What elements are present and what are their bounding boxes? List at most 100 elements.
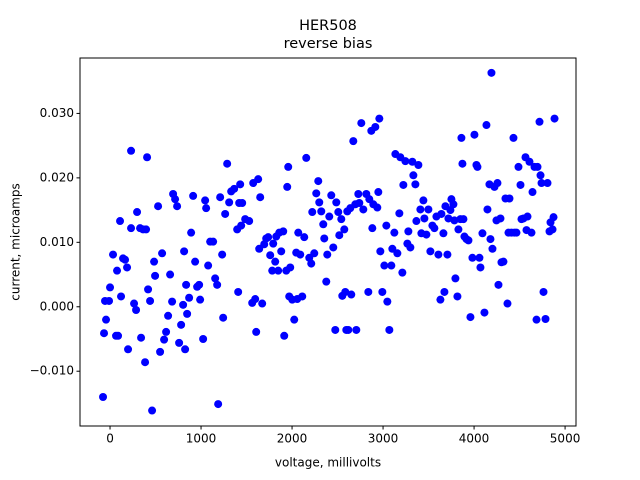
data-point bbox=[354, 189, 363, 198]
data-point bbox=[341, 287, 350, 296]
y-tick-label: 0.010 bbox=[40, 235, 74, 249]
data-point bbox=[187, 228, 196, 237]
data-point bbox=[141, 358, 150, 367]
data-point bbox=[132, 305, 141, 314]
data-point bbox=[322, 277, 331, 286]
data-point bbox=[133, 208, 142, 217]
data-point bbox=[539, 287, 548, 296]
data-point bbox=[195, 280, 204, 289]
y-tick-label: −0.010 bbox=[30, 364, 74, 378]
x-tick-label: 0 bbox=[106, 432, 114, 446]
data-point bbox=[419, 196, 428, 205]
data-point bbox=[416, 205, 425, 214]
data-point bbox=[337, 215, 346, 224]
data-point bbox=[395, 209, 404, 218]
data-point bbox=[535, 117, 544, 126]
data-point bbox=[109, 250, 118, 259]
data-point bbox=[113, 266, 122, 275]
data-point bbox=[374, 188, 383, 197]
data-point bbox=[171, 195, 180, 204]
data-point bbox=[151, 271, 160, 280]
data-point bbox=[180, 247, 189, 256]
y-axis-label: current, microamps bbox=[9, 183, 23, 300]
data-point bbox=[307, 259, 316, 268]
data-point bbox=[368, 224, 377, 233]
data-point bbox=[173, 202, 182, 211]
data-point bbox=[409, 171, 418, 180]
data-point bbox=[466, 313, 475, 322]
data-point bbox=[453, 292, 462, 301]
data-point bbox=[371, 122, 380, 131]
data-point bbox=[426, 247, 435, 256]
data-point bbox=[380, 261, 389, 270]
data-point bbox=[143, 153, 152, 162]
data-point bbox=[154, 202, 163, 211]
data-point bbox=[525, 157, 534, 166]
data-point bbox=[211, 274, 220, 283]
data-point bbox=[424, 205, 433, 214]
data-point bbox=[320, 234, 329, 243]
data-point bbox=[219, 313, 228, 322]
data-point bbox=[209, 237, 218, 246]
data-point bbox=[541, 315, 550, 324]
data-point bbox=[166, 270, 175, 279]
data-point bbox=[290, 315, 299, 324]
data-point bbox=[146, 296, 155, 305]
data-point bbox=[450, 216, 459, 225]
data-point bbox=[449, 200, 458, 209]
data-point bbox=[271, 257, 280, 266]
data-point bbox=[144, 285, 153, 294]
data-point bbox=[375, 114, 384, 123]
data-point bbox=[387, 261, 396, 270]
data-point bbox=[284, 162, 293, 171]
data-point bbox=[280, 331, 289, 340]
data-point bbox=[315, 198, 324, 207]
data-point bbox=[516, 180, 525, 189]
data-point bbox=[347, 290, 356, 299]
data-point bbox=[411, 180, 420, 189]
x-tick-label: 5000 bbox=[550, 432, 581, 446]
data-point bbox=[164, 311, 173, 320]
data-point bbox=[218, 250, 227, 259]
data-point bbox=[130, 299, 139, 308]
data-point bbox=[274, 266, 283, 275]
data-point bbox=[412, 217, 421, 226]
chart-title: HER508 bbox=[299, 18, 357, 34]
data-point bbox=[252, 327, 261, 336]
data-point bbox=[124, 345, 133, 354]
data-point bbox=[319, 220, 328, 229]
data-point bbox=[156, 347, 165, 356]
data-point bbox=[150, 257, 159, 266]
data-point bbox=[420, 214, 429, 223]
chart-subtitle: reverse bias bbox=[284, 36, 373, 52]
data-point bbox=[221, 209, 230, 218]
data-point bbox=[352, 325, 361, 334]
y-tick-label: 0.000 bbox=[40, 299, 74, 313]
data-point bbox=[436, 295, 445, 304]
data-point bbox=[550, 114, 559, 123]
data-point bbox=[505, 194, 514, 203]
data-point bbox=[238, 199, 247, 208]
x-tick-label: 3000 bbox=[368, 432, 399, 446]
data-point bbox=[422, 230, 431, 239]
data-point bbox=[105, 296, 114, 305]
data-point bbox=[523, 212, 532, 221]
data-point bbox=[512, 228, 521, 237]
data-point bbox=[269, 239, 278, 248]
data-point bbox=[331, 325, 340, 334]
data-point bbox=[123, 263, 132, 272]
data-point bbox=[137, 333, 146, 342]
data-point bbox=[325, 212, 334, 221]
data-point bbox=[142, 225, 151, 234]
data-point bbox=[439, 229, 448, 238]
data-point bbox=[499, 257, 508, 266]
data-point bbox=[349, 137, 358, 146]
data-point bbox=[549, 213, 558, 222]
data-point bbox=[332, 198, 341, 207]
data-point bbox=[99, 392, 108, 401]
data-point bbox=[344, 325, 353, 334]
data-point bbox=[444, 214, 453, 223]
data-point bbox=[230, 184, 239, 193]
data-point bbox=[443, 250, 452, 259]
